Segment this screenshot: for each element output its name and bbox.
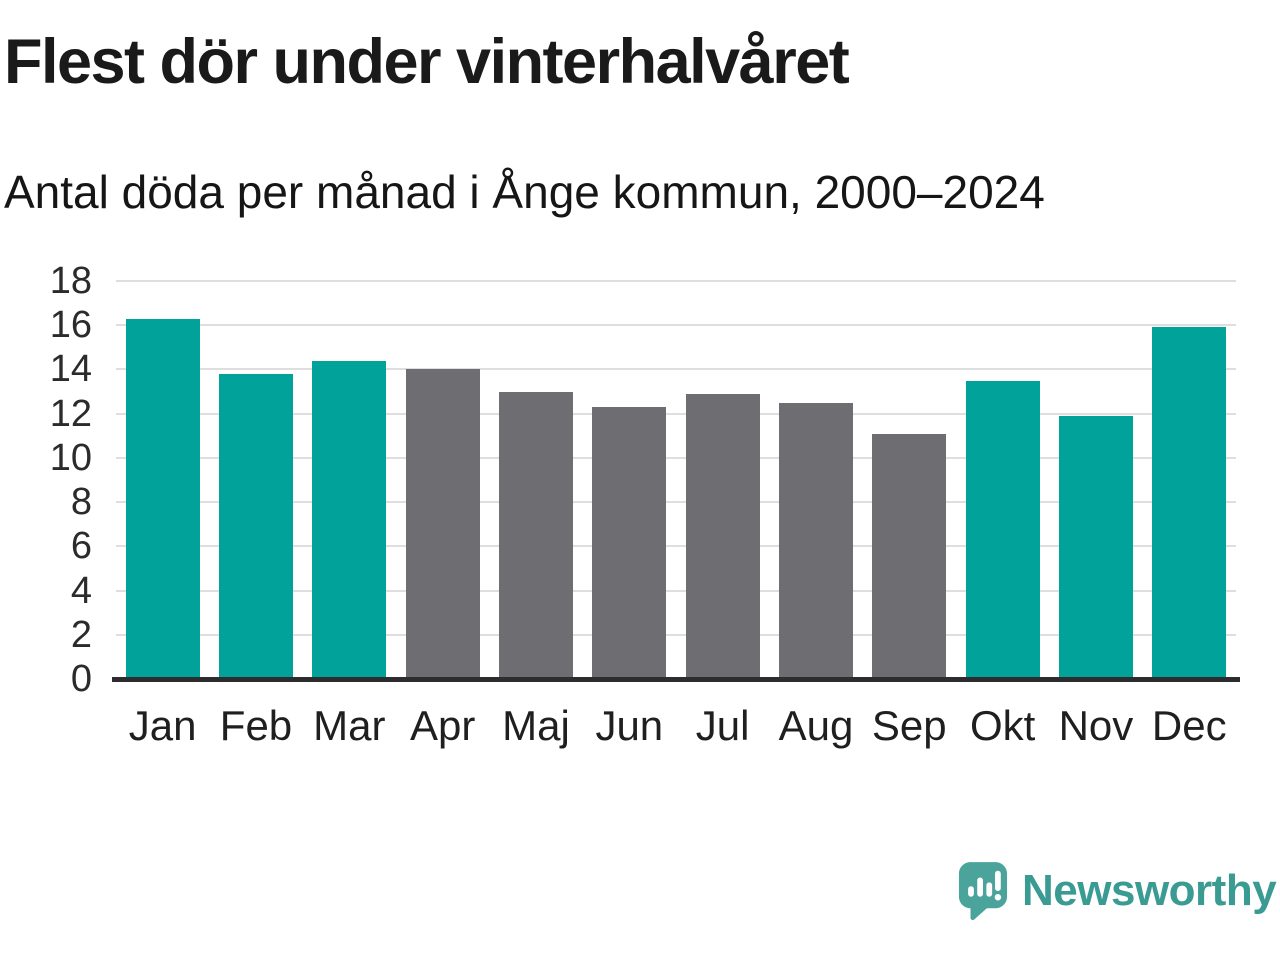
bar-dec: [1152, 327, 1227, 679]
gridline-6: [116, 545, 1236, 548]
gridline-2: [116, 633, 1236, 636]
x-axis-line: [112, 677, 1240, 682]
bar-slot-maj: [489, 281, 582, 679]
bars: [116, 281, 1236, 679]
x-tick-label-okt: Okt: [969, 702, 1036, 749]
x-tick-label-jul: Jul: [695, 702, 750, 749]
newsworthy-logo-text: Newsworthy: [1022, 866, 1277, 915]
gridline-16: [116, 324, 1236, 327]
y-tick-label-12: 12: [49, 392, 92, 435]
y-tick-label-8: 8: [70, 481, 92, 524]
bar-slot-jan: [116, 281, 209, 679]
bar-slot-mar: [303, 281, 396, 679]
bar-slot-aug: [769, 281, 862, 679]
bar-slot-apr: [396, 281, 489, 679]
bar-mar: [312, 360, 387, 679]
bar-sep: [872, 433, 947, 679]
bar-jun: [592, 407, 667, 679]
x-tick-label-sep: Sep: [871, 702, 947, 749]
bar-slot-sep: [863, 281, 956, 679]
bar-slot-jul: [676, 281, 769, 679]
y-tick-label-10: 10: [49, 436, 92, 479]
y-tick-label-18: 18: [49, 260, 92, 302]
y-tick-label-4: 4: [70, 569, 92, 612]
chart-subtitle: Antal döda per månad i Ånge kommun, 2000…: [4, 166, 1045, 218]
bar-slot-jun: [583, 281, 676, 679]
y-tick-label-6: 6: [70, 525, 92, 568]
bar-feb: [218, 373, 293, 679]
bar-slot-feb: [209, 281, 302, 679]
y-tick-label-14: 14: [49, 348, 92, 391]
x-tick-label-jun: Jun: [595, 702, 664, 749]
x-tick-label-jan: Jan: [128, 702, 197, 749]
gridline-18: [116, 280, 1236, 282]
newsworthy-speech-bubble-bar-chart-icon: [958, 862, 1008, 920]
x-tick-label-mar: Mar: [313, 702, 386, 749]
bar-aug: [778, 402, 853, 679]
gridline-14: [116, 368, 1236, 371]
y-axis-labels: 0 2 4 6 8 10 12 14 16 18: [0, 262, 92, 698]
chart-title: Flest dör under vinterhalvåret: [4, 27, 850, 97]
newsworthy-logo: Newsworthy: [958, 860, 1277, 922]
gridline-12: [116, 412, 1236, 415]
bar-okt: [965, 380, 1040, 679]
x-tick-label-dec: Dec: [1151, 702, 1227, 749]
gridline-8: [116, 501, 1236, 504]
x-tick-label-nov: Nov: [1058, 702, 1134, 749]
y-tick-label-0: 0: [70, 658, 92, 700]
y-tick-label-16: 16: [49, 304, 92, 347]
gridline-4: [116, 589, 1236, 592]
bar-slot-okt: [956, 281, 1049, 679]
bar-apr: [405, 369, 480, 679]
bar-slot-dec: [1143, 281, 1236, 679]
bar-nov: [1058, 415, 1133, 679]
y-tick-label-2: 2: [70, 613, 92, 656]
bar-maj: [498, 391, 573, 679]
x-tick-label-apr: Apr: [409, 702, 476, 749]
x-axis-labels: Jan Feb Mar Apr Maj Jun Jul Aug Sep Okt Nov Dec: [116, 701, 1236, 751]
bar-slot-nov: [1049, 281, 1142, 679]
bar-jul: [685, 393, 760, 679]
x-tick-label-feb: Feb: [219, 702, 293, 749]
gridline-10: [116, 456, 1236, 459]
bar-jan: [125, 318, 200, 679]
x-tick-label-maj: Maj: [502, 702, 570, 749]
x-tick-label-aug: Aug: [778, 702, 854, 749]
plot-area: [116, 280, 1236, 679]
